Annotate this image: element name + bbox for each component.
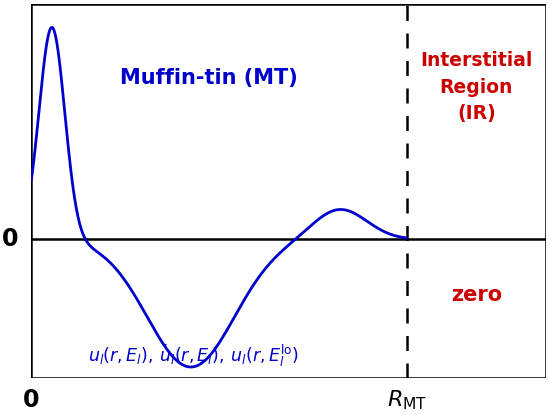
Text: 0: 0 bbox=[2, 227, 19, 251]
Text: $R_{\mathrm{MT}}$: $R_{\mathrm{MT}}$ bbox=[387, 388, 427, 412]
Text: $u_l(r,E_l),\,\dot{u}_l(r,E_l),\,u_l(r,E_l^{\mathrm{lo}})$: $u_l(r,E_l),\,\dot{u}_l(r,E_l),\,u_l(r,E… bbox=[88, 343, 299, 369]
Text: Interstitial
Region
(IR): Interstitial Region (IR) bbox=[420, 51, 532, 123]
Text: zero: zero bbox=[451, 286, 502, 305]
Text: Muffin-tin (MT): Muffin-tin (MT) bbox=[120, 68, 298, 88]
Text: 0: 0 bbox=[23, 388, 40, 412]
